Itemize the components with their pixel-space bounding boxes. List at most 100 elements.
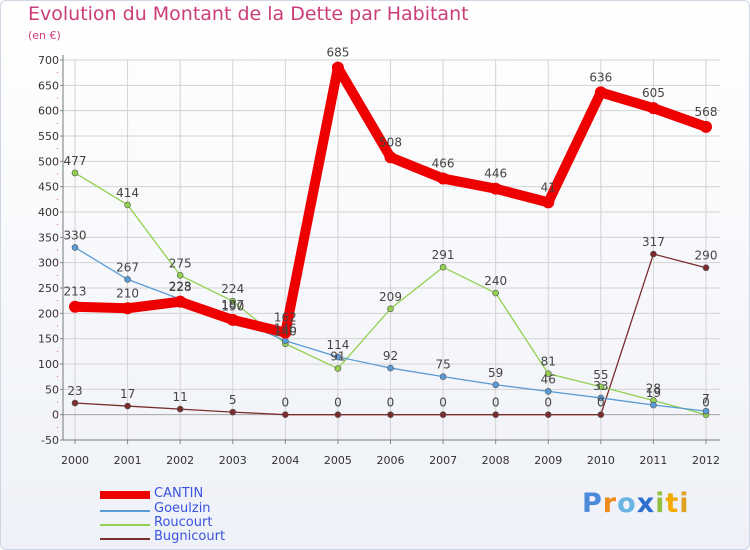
data-point-goeulzin [439,373,447,380]
data-label-cantin: 605 [642,86,665,100]
data-label-roucourt: 275 [169,256,192,270]
logo-letter: x [636,488,656,519]
data-point-cantin [489,182,502,195]
data-point-bugnicourt [492,411,499,418]
data-label-roucourt: 91 [330,350,345,364]
data-point-bugnicourt [282,411,289,418]
data-label-goeulzin: 190 [221,299,244,313]
data-point-cantin [594,86,607,99]
logo-letter: t [665,488,680,519]
data-point-cantin [69,300,81,313]
data-label-goeulzin: 267 [116,260,139,274]
data-point-bugnicourt [650,250,657,258]
data-label-goeulzin: 19 [646,386,661,400]
chart-title: Evolution du Montant de la Dette par Hab… [28,3,469,25]
data-point-roucourt [124,201,131,209]
x-tick-label: 2011 [639,454,667,467]
data-label-bugnicourt: 0 [334,396,342,410]
data-label-roucourt: 0 [702,396,710,410]
data-label-roucourt: 477 [64,154,87,168]
data-label-goeulzin: 146 [274,322,297,336]
chart-unit: (en €) [28,29,61,42]
data-point-bugnicourt [71,399,79,407]
data-point-goeulzin [702,407,710,415]
logo-letter: P [582,488,603,519]
data-label-goeulzin: 330 [64,228,87,242]
y-tick-label: 550 [38,130,59,143]
logo-letter: r [602,488,618,519]
data-point-bugnicourt [439,411,447,418]
data-label-bugnicourt: 0 [544,396,552,410]
data-label-cantin: 187 [221,298,244,312]
x-tick-label: 2002 [166,454,194,467]
logo-letter: o [617,488,637,519]
data-label-cantin: 446 [484,167,507,181]
data-label-cantin: 213 [64,285,87,299]
proxiti-logo: Proxiti [582,488,690,519]
x-tick-label: 2007 [429,454,457,467]
data-label-goeulzin: 7 [702,392,710,406]
data-point-goeulzin [597,394,605,402]
data-point-cantin [542,196,555,209]
data-point-roucourt [492,289,499,297]
data-point-bugnicourt [176,405,184,413]
data-label-bugnicourt: 290 [695,249,718,263]
data-label-bugnicourt: 11 [173,390,188,404]
y-tick-label: 700 [38,54,59,67]
y-tick-label: 450 [38,181,59,194]
data-point-cantin [174,295,187,308]
data-label-bugnicourt: 23 [67,384,82,398]
data-label-roucourt: 414 [116,186,139,200]
data-label-bugnicourt: 0 [282,396,290,410]
data-point-cantin [226,313,239,326]
data-point-roucourt [334,365,342,372]
data-label-roucourt: 55 [593,368,608,382]
data-point-goeulzin [387,364,394,372]
x-tick-label: 2004 [271,454,299,467]
data-label-cantin: 162 [274,311,297,325]
data-label-goeulzin: 114 [326,338,349,352]
data-label-cantin: 508 [379,135,402,149]
y-tick-label: 500 [38,155,59,168]
y-tick-label: 50 [45,383,59,396]
x-tick-label: 2000 [61,454,89,467]
data-point-cantin [121,302,134,315]
data-point-roucourt [544,370,552,377]
data-label-bugnicourt: 5 [229,393,237,407]
data-label-cantin: 210 [116,286,139,300]
legend-label-goeulzin: Goeulzin [154,501,211,516]
data-label-roucourt: 240 [484,274,507,288]
legend-label-roucourt: Roucourt [154,515,213,530]
data-point-cantin [647,102,660,115]
data-point-bugnicourt [334,411,342,418]
data-label-roucourt: 209 [379,290,402,304]
legend-label-cantin: CANTIN [154,486,204,501]
data-point-roucourt [229,297,237,305]
data-point-cantin [437,172,450,185]
series-layer [69,61,712,418]
x-tick-label: 2009 [534,454,562,467]
y-tick-label: 150 [38,333,59,346]
x-tick-label: 2006 [377,454,405,467]
data-label-cantin: 466 [432,157,455,171]
x-tick-label: 2003 [219,454,247,467]
data-point-goeulzin [492,381,499,389]
data-point-cantin [700,120,712,133]
data-label-bugnicourt: 0 [492,396,500,410]
data-labels-layer: 213 210 223 187 162 685 508 466 446 41 636 605 568 33… [64,46,718,410]
data-label-roucourt: 81 [541,355,556,369]
data-point-cantin [279,326,292,339]
data-point-bugnicourt [124,402,131,410]
y-tick-label: 650 [38,79,59,92]
x-tick-label: 2012 [692,454,720,467]
axes-layer: -500501001502002503003504004505005506006… [38,54,720,467]
data-label-goeulzin: 59 [488,366,503,380]
data-point-roucourt [387,305,394,313]
y-tick-label: 350 [38,231,59,244]
data-point-goeulzin [544,388,552,395]
legend-swatch-cantin [100,491,150,499]
data-label-goeulzin: 92 [383,349,398,363]
data-label-goeulzin: 33 [593,379,608,393]
